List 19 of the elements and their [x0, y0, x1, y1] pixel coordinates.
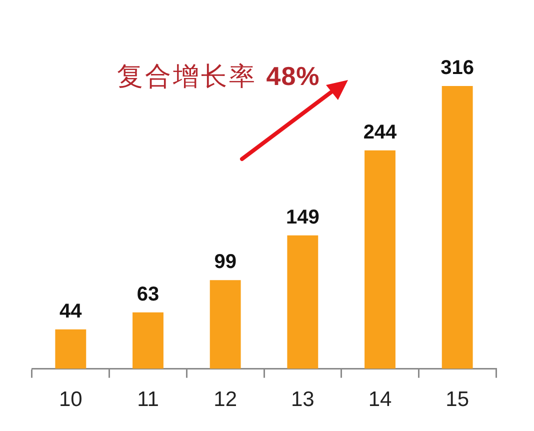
- data-label: 244: [363, 121, 398, 144]
- data-label: 44: [60, 300, 83, 322]
- bar: [442, 86, 473, 369]
- x-tick-label: 11: [137, 388, 159, 412]
- x-tick-label: 13: [290, 388, 314, 412]
- bar: [287, 235, 318, 369]
- bar: [55, 329, 86, 369]
- data-label: 149: [286, 206, 320, 228]
- bar: [364, 150, 396, 369]
- data-label: 63: [136, 283, 160, 306]
- annotation: 复合增长率 48%: [117, 61, 320, 91]
- bar: [132, 312, 164, 369]
- data-label: 99: [214, 251, 236, 274]
- x-tick-label: 15: [446, 388, 470, 412]
- x-tick-label: 10: [58, 388, 82, 412]
- data-label: 316: [440, 56, 474, 79]
- bar: [210, 280, 241, 369]
- x-tick-label: 12: [214, 388, 238, 412]
- x-tick-label: 14: [368, 388, 392, 412]
